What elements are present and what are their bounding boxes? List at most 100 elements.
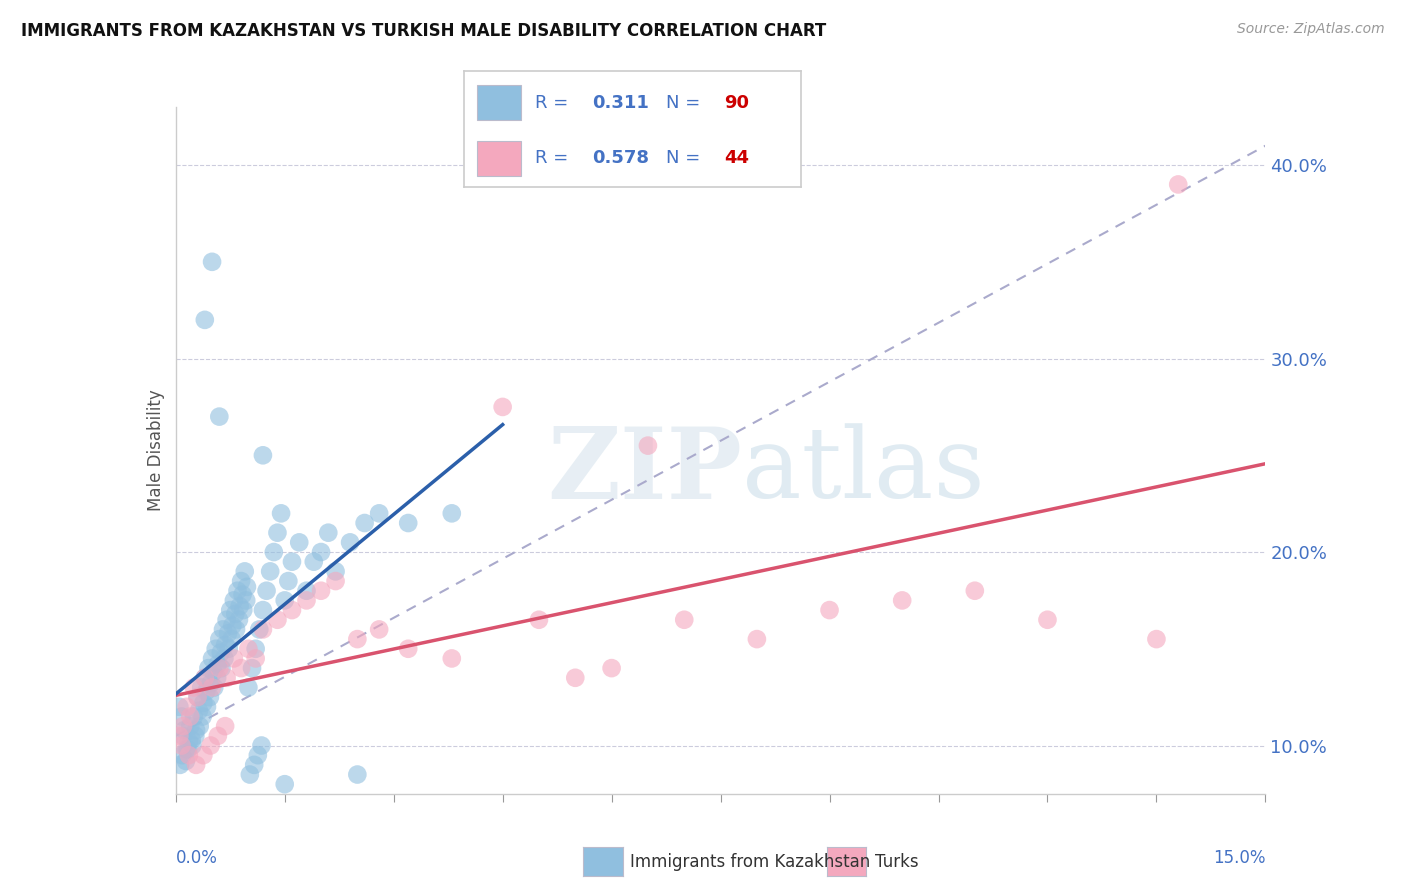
Point bbox=[288, 535, 311, 549]
Point bbox=[222, 593, 245, 607]
Point bbox=[208, 409, 231, 424]
Point bbox=[226, 583, 249, 598]
Point bbox=[212, 623, 235, 637]
Point bbox=[183, 681, 205, 695]
Point bbox=[295, 593, 318, 607]
Text: Source: ZipAtlas.com: Source: ZipAtlas.com bbox=[1237, 22, 1385, 37]
Point bbox=[179, 709, 201, 723]
Point bbox=[228, 613, 250, 627]
Point bbox=[492, 400, 515, 414]
Point bbox=[564, 671, 586, 685]
Point bbox=[527, 613, 550, 627]
Point bbox=[225, 623, 247, 637]
Point bbox=[238, 681, 260, 695]
Point bbox=[195, 699, 218, 714]
Point bbox=[228, 599, 250, 614]
Text: IMMIGRANTS FROM KAZAKHSTAN VS TURKISH MALE DISABILITY CORRELATION CHART: IMMIGRANTS FROM KAZAKHSTAN VS TURKISH MA… bbox=[21, 22, 827, 40]
Point bbox=[240, 661, 263, 675]
Text: ZIP: ZIP bbox=[547, 423, 742, 519]
Point bbox=[245, 651, 267, 665]
Point bbox=[184, 729, 207, 743]
Point bbox=[233, 565, 256, 579]
Point bbox=[252, 603, 274, 617]
Point bbox=[346, 632, 368, 646]
Point bbox=[281, 603, 304, 617]
Point bbox=[194, 313, 217, 327]
Text: N =: N = bbox=[666, 94, 706, 112]
Point bbox=[247, 623, 270, 637]
Point bbox=[318, 525, 340, 540]
Point bbox=[193, 748, 215, 763]
Point bbox=[266, 525, 288, 540]
Point bbox=[274, 593, 297, 607]
Point bbox=[186, 690, 209, 705]
Point bbox=[637, 439, 659, 453]
Point bbox=[204, 641, 226, 656]
Point bbox=[263, 545, 285, 559]
Point bbox=[214, 719, 236, 733]
Point bbox=[176, 742, 198, 756]
Point bbox=[245, 641, 267, 656]
Text: R =: R = bbox=[534, 94, 574, 112]
Text: Turks: Turks bbox=[875, 853, 918, 871]
Point bbox=[191, 709, 214, 723]
Point bbox=[600, 661, 623, 675]
Point bbox=[346, 767, 368, 781]
Point bbox=[339, 535, 361, 549]
Point bbox=[214, 638, 236, 652]
Point bbox=[353, 516, 375, 530]
Point bbox=[173, 723, 195, 737]
Y-axis label: Male Disability: Male Disability bbox=[146, 390, 165, 511]
Point bbox=[232, 588, 254, 602]
Point bbox=[174, 754, 197, 768]
Point bbox=[207, 729, 229, 743]
Text: 0.578: 0.578 bbox=[592, 149, 650, 168]
Point bbox=[190, 681, 212, 695]
Point bbox=[256, 583, 278, 598]
Point bbox=[170, 709, 193, 723]
Text: 0.311: 0.311 bbox=[592, 94, 650, 112]
Point bbox=[188, 719, 211, 733]
Point bbox=[235, 593, 257, 607]
Point bbox=[201, 255, 224, 269]
Point bbox=[243, 757, 266, 772]
Point bbox=[177, 742, 200, 756]
Point bbox=[176, 699, 198, 714]
Point bbox=[208, 661, 231, 675]
Point bbox=[259, 565, 281, 579]
Point bbox=[172, 719, 194, 733]
Point bbox=[172, 748, 194, 763]
Point bbox=[208, 632, 231, 646]
Point bbox=[195, 684, 218, 698]
Point bbox=[169, 699, 191, 714]
Point bbox=[745, 632, 768, 646]
Text: 44: 44 bbox=[724, 149, 749, 168]
Point bbox=[232, 603, 254, 617]
Point bbox=[186, 690, 209, 705]
Point bbox=[325, 574, 347, 588]
Point bbox=[891, 593, 914, 607]
Point bbox=[277, 574, 299, 588]
Point bbox=[295, 583, 318, 598]
Point bbox=[202, 665, 225, 679]
Point bbox=[177, 748, 200, 763]
Point bbox=[231, 574, 253, 588]
Point bbox=[963, 583, 986, 598]
Point bbox=[396, 516, 419, 530]
Point bbox=[181, 739, 204, 753]
Point bbox=[194, 671, 217, 685]
Point bbox=[368, 623, 391, 637]
Point bbox=[183, 709, 205, 723]
Point bbox=[180, 732, 202, 747]
Point bbox=[221, 632, 243, 646]
Point bbox=[200, 676, 222, 690]
Point bbox=[211, 661, 233, 675]
Point bbox=[224, 607, 246, 621]
Point bbox=[172, 729, 194, 743]
Point bbox=[221, 618, 243, 632]
Point bbox=[252, 448, 274, 462]
Point bbox=[440, 651, 463, 665]
Point bbox=[236, 580, 259, 594]
Point bbox=[179, 719, 201, 733]
Point bbox=[193, 696, 215, 710]
